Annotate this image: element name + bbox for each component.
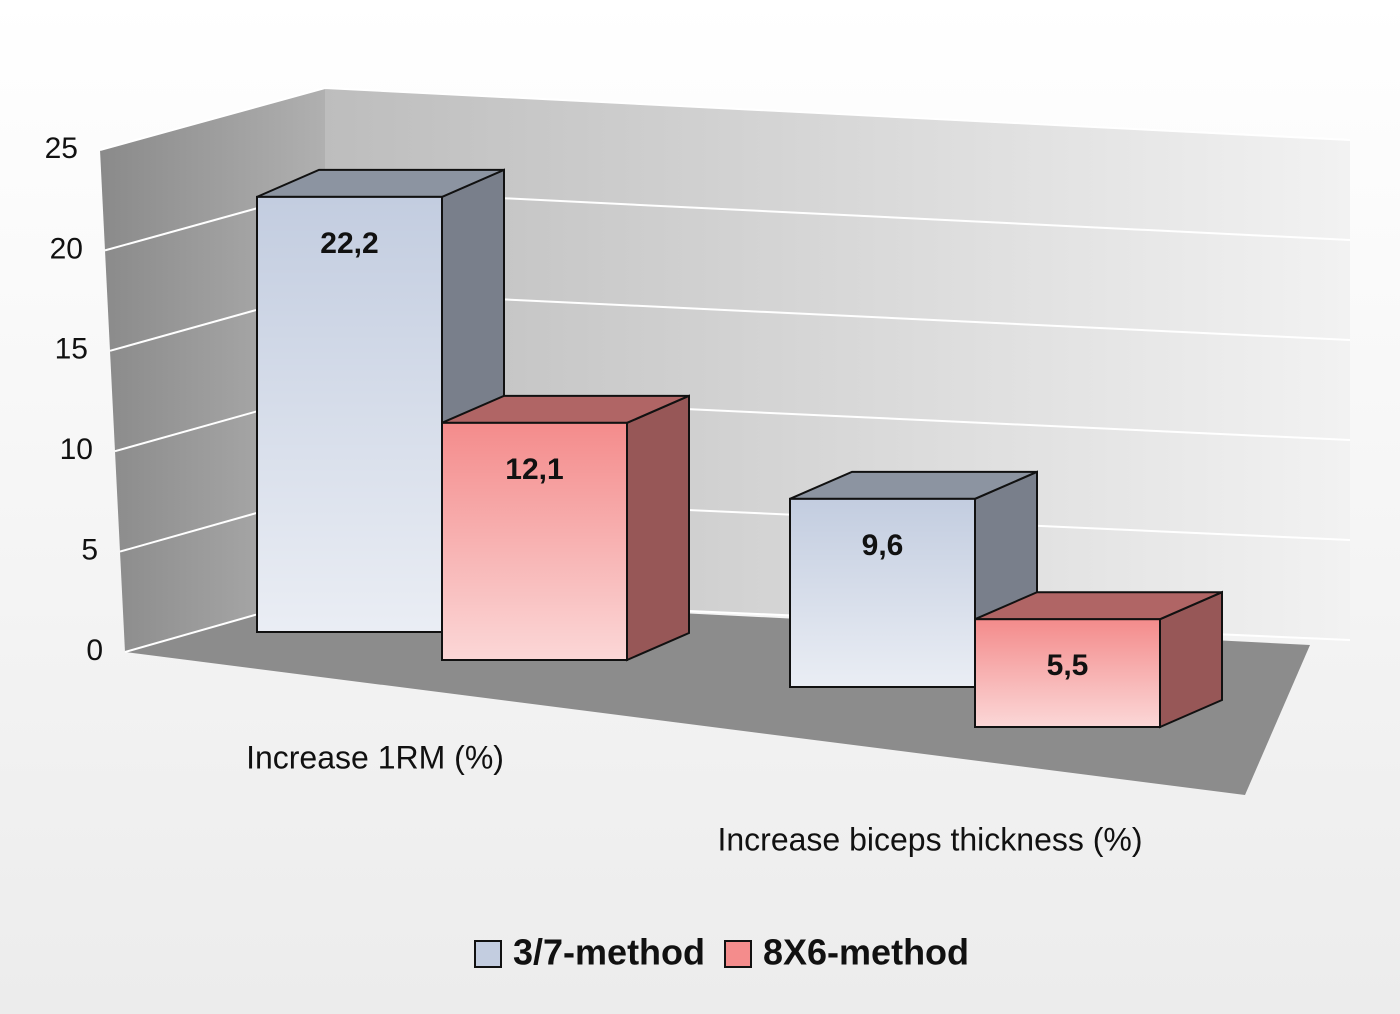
legend: 3/7-method 8X6-method	[474, 932, 969, 973]
data-label: 9,6	[862, 529, 904, 562]
legend-label: 8X6-method	[763, 932, 969, 973]
legend-label: 3/7-method	[513, 932, 705, 973]
bar	[789, 470, 1038, 689]
bars: Increase 1RM (%) 22,2 12,1 Increase biceps …	[246, 168, 1223, 857]
y-tick-label: 10	[60, 433, 93, 466]
bar-side	[626, 394, 690, 662]
y-tick-label: 20	[50, 232, 83, 265]
y-tick-label: 15	[55, 333, 88, 366]
y-tick-label: 25	[45, 132, 78, 165]
bar	[441, 394, 690, 662]
bar	[974, 590, 1223, 729]
grid-line	[99, 86, 1351, 151]
x-tick-label: Increase biceps thickness (%)	[717, 821, 1142, 857]
data-label: 5,5	[1047, 649, 1089, 682]
y-tick-label: 0	[86, 634, 103, 667]
bar-shine	[976, 620, 1159, 726]
y-tick-label: 5	[81, 534, 98, 567]
bar-shine	[443, 423, 626, 659]
legend-swatch	[474, 940, 502, 968]
x-tick-label: Increase 1RM (%)	[246, 739, 504, 775]
bar-shine	[258, 197, 441, 631]
bar-shine	[791, 499, 974, 686]
legend-swatch	[724, 940, 752, 968]
data-label: 22,2	[320, 227, 378, 260]
data-label: 12,1	[505, 453, 563, 486]
